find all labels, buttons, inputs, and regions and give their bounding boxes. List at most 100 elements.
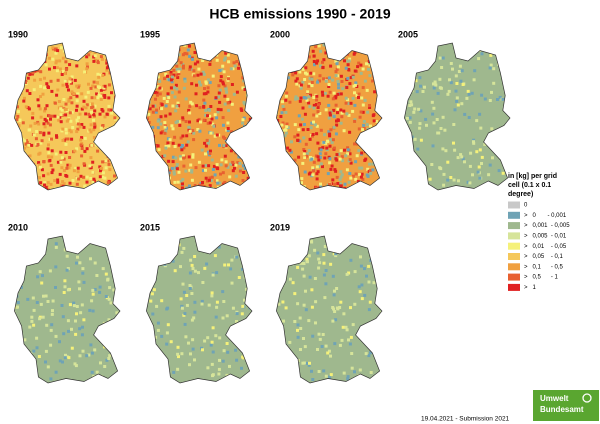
map-cell (92, 59, 96, 63)
map-cell (160, 178, 164, 182)
map-cell (335, 62, 339, 66)
map-cell (174, 44, 178, 47)
map-cell (319, 64, 322, 68)
map-cell (76, 43, 80, 47)
map-base (14, 236, 120, 383)
map-cell (365, 62, 368, 66)
map-cell (280, 82, 284, 86)
map-cell (251, 58, 252, 62)
map-cell (362, 142, 366, 146)
map-cell (260, 129, 263, 132)
map-cell (114, 85, 118, 89)
map-cell (190, 318, 194, 322)
map-cell (378, 144, 382, 148)
map-cell (227, 60, 231, 64)
map-cell (174, 120, 178, 124)
map-cell (378, 359, 382, 363)
map-cell (218, 100, 222, 104)
map-cell (230, 130, 234, 134)
map-cell (78, 261, 82, 265)
map-cell (297, 128, 301, 132)
map-cell (147, 367, 151, 371)
map-cell (147, 66, 151, 70)
map-cell (15, 183, 19, 187)
legend-swatch (508, 253, 520, 260)
map-cell (196, 128, 200, 131)
map-cell (434, 83, 438, 87)
map-cell (173, 145, 177, 148)
legend-swatch (508, 211, 520, 219)
map-cell (276, 61, 279, 65)
map-cell (420, 63, 423, 67)
map-cell (227, 77, 230, 81)
map-cell (314, 186, 318, 190)
map-cell (110, 141, 114, 145)
map-cell (332, 91, 336, 95)
map-cell (168, 64, 172, 68)
map-cell (210, 117, 214, 121)
map-cell (453, 148, 457, 152)
map-cell (432, 86, 436, 90)
map-cell (207, 303, 211, 307)
map-cell (257, 120, 260, 123)
map-cell (278, 88, 282, 92)
map-cell (87, 44, 90, 48)
map-cell (253, 154, 256, 157)
map-cell (241, 164, 245, 168)
map-cell (340, 155, 344, 159)
map-cell (254, 87, 257, 90)
legend-label: > 0 - 0,001 (524, 213, 567, 219)
map-cell (85, 354, 89, 358)
map-cell (211, 74, 215, 78)
map-cell (248, 275, 251, 279)
map-cell (85, 147, 89, 151)
map-cell (372, 119, 376, 123)
map-cell (191, 347, 195, 351)
map-cell (225, 314, 229, 318)
map-cell (280, 158, 284, 162)
map-cell (56, 115, 60, 119)
map-cell (282, 193, 285, 196)
map-cell (334, 96, 338, 100)
map-cell (162, 244, 166, 248)
map-cell (339, 191, 342, 194)
map-cell (329, 128, 333, 132)
map-cell (73, 362, 77, 366)
map-cell (261, 122, 264, 125)
map-cell (150, 183, 154, 187)
map-cell (210, 294, 214, 298)
map-cell (101, 175, 105, 179)
map-cell (163, 185, 167, 189)
map-cell (243, 88, 247, 91)
map-cell (60, 105, 63, 109)
map-cell (146, 87, 150, 91)
map-cell (406, 137, 410, 141)
map-cell (435, 118, 439, 121)
map-cell (18, 381, 22, 383)
map-cell (99, 169, 102, 173)
map-cell (51, 46, 55, 50)
map-cell (257, 164, 260, 167)
map-cell (101, 171, 105, 175)
map-cell (31, 111, 35, 115)
map-cell (246, 128, 250, 132)
map-cell (242, 55, 246, 59)
map-cell (368, 300, 372, 304)
map-cell (521, 154, 524, 157)
map-cell (235, 192, 238, 195)
map-cell (175, 64, 179, 68)
map-cell (131, 258, 134, 261)
map-cell (131, 117, 134, 120)
map-cell (70, 384, 73, 387)
map-cell (177, 70, 181, 74)
map-cell (322, 369, 326, 373)
map-cell (81, 325, 84, 329)
map-cell (178, 123, 182, 127)
map-cell (46, 300, 50, 303)
map-cell (175, 87, 179, 91)
map-cell (77, 384, 80, 387)
map-cell (68, 181, 72, 185)
map-cell (358, 378, 362, 382)
map-cell (492, 81, 496, 85)
map-cell (324, 374, 328, 378)
